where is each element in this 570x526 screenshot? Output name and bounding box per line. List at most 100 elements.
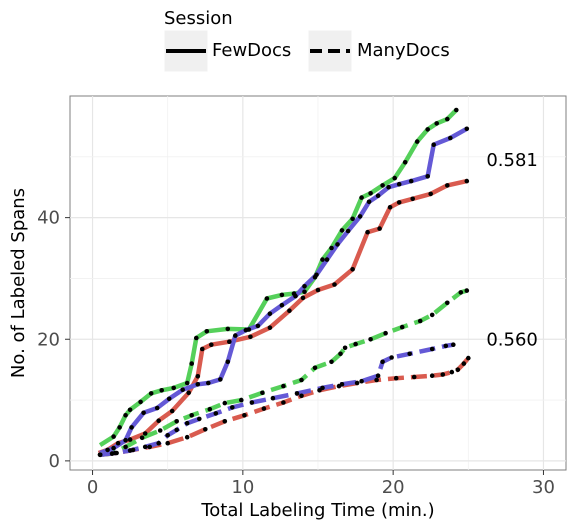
data-point	[293, 293, 298, 299]
data-point	[414, 139, 420, 144]
data-point	[380, 183, 385, 188]
data-point	[127, 448, 133, 453]
legend-title: Session	[164, 8, 233, 29]
data-point	[359, 378, 364, 384]
data-point	[243, 327, 249, 333]
data-point	[249, 400, 255, 405]
data-point	[338, 351, 343, 357]
data-point	[440, 372, 446, 377]
legend-label-manydocs: ManyDocs	[357, 40, 450, 61]
data-point	[195, 382, 201, 387]
data-point	[324, 257, 330, 262]
data-point	[320, 385, 325, 391]
data-point	[320, 257, 325, 262]
data-point	[200, 346, 205, 352]
data-point	[123, 413, 128, 418]
x-tick-label: 20	[382, 477, 405, 498]
data-point	[368, 191, 373, 196]
annotation-0: 0.581	[486, 150, 538, 171]
data-point	[425, 174, 431, 179]
data-point	[451, 342, 456, 348]
data-point	[264, 296, 270, 301]
data-point	[222, 419, 228, 424]
data-point	[377, 226, 382, 231]
data-point	[184, 380, 190, 386]
data-point	[225, 326, 231, 332]
data-point	[429, 346, 435, 352]
annotation-1: 0.560	[486, 329, 538, 350]
data-point	[123, 444, 128, 450]
data-point	[279, 292, 285, 298]
data-point	[206, 380, 211, 386]
data-point	[213, 411, 219, 416]
data-point	[180, 387, 185, 393]
data-point	[429, 312, 435, 318]
data-point	[353, 341, 358, 347]
x-tick-label: 30	[532, 477, 555, 498]
data-point	[111, 434, 116, 439]
data-point	[314, 272, 319, 278]
data-point	[354, 380, 360, 386]
data-point	[315, 287, 321, 293]
data-point	[339, 382, 345, 387]
data-point	[299, 393, 304, 399]
data-point	[464, 178, 470, 184]
data-point	[165, 440, 170, 446]
data-point	[156, 440, 161, 446]
data-point	[429, 373, 435, 379]
data-point	[123, 437, 128, 443]
data-point	[218, 377, 223, 382]
data-point	[261, 406, 267, 411]
data-point	[267, 311, 273, 317]
data-point	[408, 178, 414, 184]
data-point	[115, 440, 121, 446]
data-point	[445, 183, 450, 188]
data-point	[195, 374, 201, 379]
data-point	[233, 333, 238, 338]
data-point	[270, 395, 276, 401]
data-point	[454, 107, 459, 113]
data-point	[417, 318, 423, 324]
data-point	[350, 267, 355, 272]
data-point	[159, 388, 164, 393]
data-point	[204, 329, 210, 334]
data-point	[375, 193, 381, 198]
data-point	[345, 228, 351, 234]
data-point	[445, 300, 450, 306]
data-point	[329, 359, 334, 365]
data-point	[332, 282, 337, 287]
data-point	[189, 413, 194, 418]
data-point	[184, 434, 190, 440]
data-point	[154, 405, 160, 411]
data-point	[375, 373, 381, 379]
data-point	[148, 391, 154, 396]
data-point	[147, 444, 152, 450]
y-tick-label: 40	[37, 208, 60, 229]
data-point	[239, 397, 244, 403]
data-point	[425, 127, 431, 132]
data-point	[267, 325, 273, 331]
data-point	[365, 229, 370, 235]
data-point	[156, 418, 161, 424]
marker-layer	[97, 107, 471, 458]
x-axis: 0 10 20 30	[87, 470, 555, 498]
data-point	[386, 184, 391, 190]
data-point	[157, 428, 163, 433]
data-point	[449, 369, 455, 375]
data-point	[366, 199, 372, 205]
data-point	[194, 335, 199, 341]
data-point	[374, 377, 379, 383]
data-point	[169, 408, 175, 414]
data-point	[299, 377, 304, 383]
data-point	[166, 396, 172, 402]
data-point	[302, 284, 307, 289]
data-point	[165, 433, 170, 438]
data-point	[138, 399, 143, 405]
data-point	[209, 342, 214, 348]
data-point	[255, 323, 261, 329]
data-point	[339, 228, 345, 233]
data-point	[141, 410, 146, 416]
data-point	[294, 391, 300, 396]
y-tick-label: 20	[37, 329, 60, 350]
data-point	[335, 242, 340, 247]
